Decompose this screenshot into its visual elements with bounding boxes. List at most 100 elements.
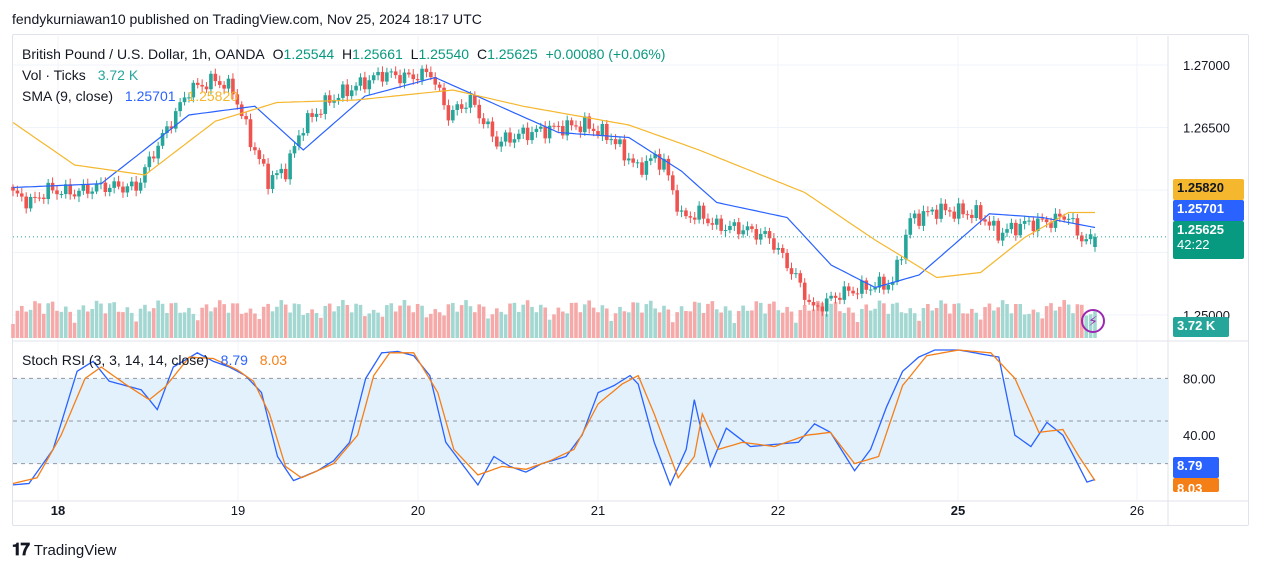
volume-bar bbox=[345, 305, 350, 338]
candle-body bbox=[666, 158, 671, 176]
volume-bar bbox=[46, 303, 50, 338]
volume-bar bbox=[68, 311, 72, 338]
volume-bar bbox=[187, 307, 191, 338]
legend-volume-row[interactable]: Vol · Ticks 3.72 K bbox=[22, 67, 142, 83]
candle-body bbox=[978, 205, 983, 220]
candle-body bbox=[270, 175, 275, 189]
candle-body bbox=[846, 286, 851, 291]
legend-sma-row[interactable]: SMA (9, close) 1.25701 1.25820 bbox=[22, 88, 242, 104]
candle-body bbox=[358, 77, 363, 86]
candle-body bbox=[596, 130, 600, 136]
volume-bar bbox=[789, 311, 794, 338]
candle-body bbox=[1014, 222, 1018, 236]
candle-body bbox=[807, 299, 811, 302]
volume-bar bbox=[648, 300, 653, 338]
legend-h-label: H bbox=[342, 46, 353, 62]
volume-bar bbox=[631, 302, 635, 338]
volume-bar bbox=[1022, 314, 1027, 338]
volume-bar bbox=[609, 320, 613, 338]
candle-body bbox=[191, 82, 196, 98]
candle-body bbox=[1049, 222, 1053, 228]
volume-bar bbox=[314, 313, 319, 338]
candle-body bbox=[882, 276, 886, 290]
volume-bar bbox=[169, 303, 174, 338]
candle-body bbox=[85, 184, 90, 194]
volume-bar bbox=[701, 312, 706, 338]
volume-bar bbox=[688, 311, 693, 338]
legend-symbol[interactable]: British Pound / U.S. Dollar, 1h, OANDA bbox=[22, 46, 265, 62]
grid-lines bbox=[13, 36, 1248, 525]
volume-bar bbox=[393, 311, 398, 338]
candle-body bbox=[371, 75, 376, 81]
candle-body bbox=[411, 74, 416, 80]
candle-body bbox=[420, 68, 424, 81]
volume-bar bbox=[741, 305, 745, 338]
candle-body bbox=[195, 82, 200, 85]
candle-body bbox=[974, 205, 979, 219]
volume-bar bbox=[151, 308, 156, 338]
volume-bar bbox=[732, 323, 737, 338]
candle-body bbox=[116, 181, 121, 187]
candle-body bbox=[266, 163, 270, 189]
candle-body bbox=[706, 218, 710, 224]
candle-body bbox=[635, 162, 640, 164]
volume-bar bbox=[297, 304, 301, 338]
chart-frame bbox=[12, 34, 1249, 526]
volume-bar bbox=[244, 312, 248, 338]
volume-bar bbox=[1058, 306, 1062, 338]
candle-body bbox=[965, 214, 970, 216]
legend-l-value: 1.25540 bbox=[418, 46, 470, 62]
candle-body bbox=[24, 196, 28, 209]
candle-body bbox=[283, 168, 288, 180]
candle-body bbox=[648, 158, 653, 161]
legend-l-label: L bbox=[410, 46, 419, 62]
candle-body bbox=[886, 284, 891, 290]
legend-stoch-row[interactable]: Stoch RSI (3, 3, 14, 14, close) 8.79 8.0… bbox=[22, 352, 291, 368]
volume-bar bbox=[829, 303, 833, 338]
volume-bar bbox=[182, 312, 187, 338]
candle-body bbox=[921, 211, 926, 226]
candle-body bbox=[332, 99, 336, 103]
volume-bar bbox=[464, 300, 468, 338]
volume-bar bbox=[539, 304, 543, 338]
volume-bar bbox=[886, 313, 891, 338]
volume-bar bbox=[103, 313, 108, 338]
candle-body bbox=[873, 287, 877, 290]
candle-body bbox=[679, 210, 684, 212]
time-tick-label: 21 bbox=[591, 503, 605, 518]
volume-bar bbox=[525, 300, 530, 338]
candle-body bbox=[745, 226, 750, 231]
candle-body bbox=[451, 109, 455, 121]
volume-bar bbox=[380, 316, 385, 338]
volume-bar bbox=[970, 308, 974, 338]
volume-bar bbox=[864, 304, 869, 338]
candle-body bbox=[336, 97, 341, 100]
volume-bar bbox=[429, 313, 433, 338]
volume-bar bbox=[1018, 304, 1023, 338]
candle-body bbox=[248, 119, 253, 148]
volume-bar bbox=[235, 303, 240, 338]
candle-body bbox=[970, 214, 974, 219]
candle-body bbox=[327, 95, 332, 103]
candle-body bbox=[134, 181, 138, 191]
candle-body bbox=[213, 73, 218, 82]
candle-body bbox=[63, 184, 68, 195]
stoch-k-line bbox=[12, 349, 1096, 487]
candle-body bbox=[323, 95, 328, 114]
volume-bar bbox=[728, 310, 732, 338]
lightning-icon[interactable]: ⚡ bbox=[1081, 309, 1105, 333]
volume-bar bbox=[495, 308, 499, 338]
candle-body bbox=[81, 184, 86, 191]
volume-bar bbox=[1027, 313, 1031, 338]
tradingview-logo[interactable]: 𝟏𝟕 TradingView bbox=[12, 540, 116, 560]
volume-bar bbox=[846, 307, 851, 338]
candle-body bbox=[530, 132, 534, 141]
candle-body bbox=[1040, 218, 1045, 220]
candle-body bbox=[741, 230, 745, 235]
volume-bar bbox=[978, 319, 983, 338]
volume-bar bbox=[398, 305, 402, 338]
candle-body bbox=[319, 113, 323, 115]
volume-bar bbox=[283, 304, 288, 338]
volume-bar bbox=[367, 313, 372, 338]
